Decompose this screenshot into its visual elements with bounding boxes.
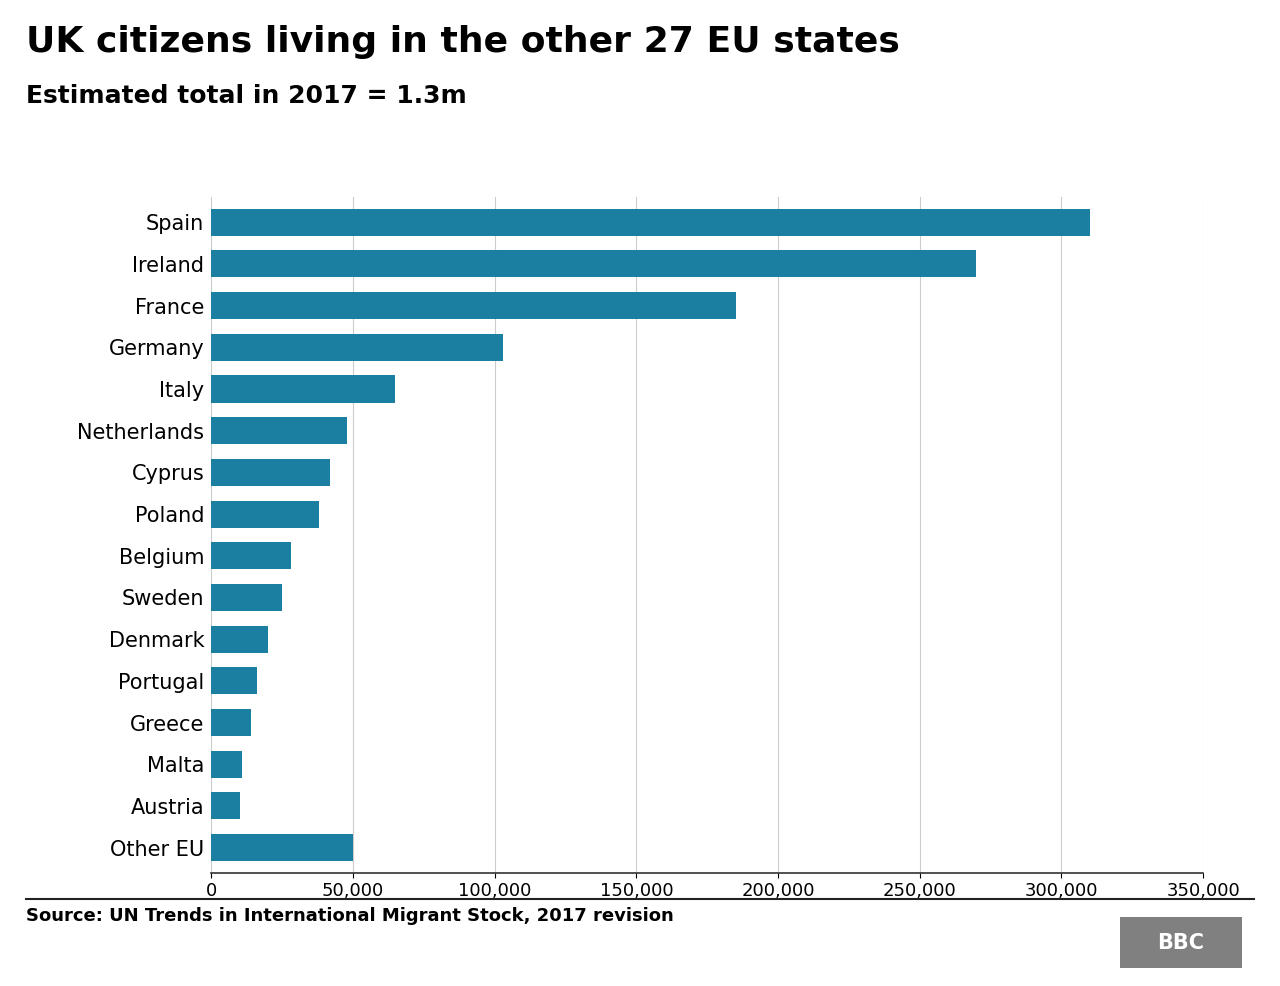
Bar [211,417,347,445]
Bar [211,376,396,402]
Bar [211,292,736,319]
Text: Source: UN Trends in International Migrant Stock, 2017 revision: Source: UN Trends in International Migra… [26,907,673,925]
Text: UK citizens living in the other 27 EU states: UK citizens living in the other 27 EU st… [26,25,900,58]
Bar [211,333,503,361]
Text: BBC: BBC [1157,933,1204,952]
Bar [211,709,251,737]
Bar [211,458,330,486]
Bar [211,793,239,819]
Bar [211,501,319,528]
Bar [211,584,282,611]
Text: Estimated total in 2017 = 1.3m: Estimated total in 2017 = 1.3m [26,84,466,107]
Bar [211,250,977,277]
Bar [211,750,242,778]
Bar [211,668,256,694]
Bar [211,834,353,861]
Bar [211,209,1089,236]
Bar [211,625,268,653]
Bar [211,542,291,569]
